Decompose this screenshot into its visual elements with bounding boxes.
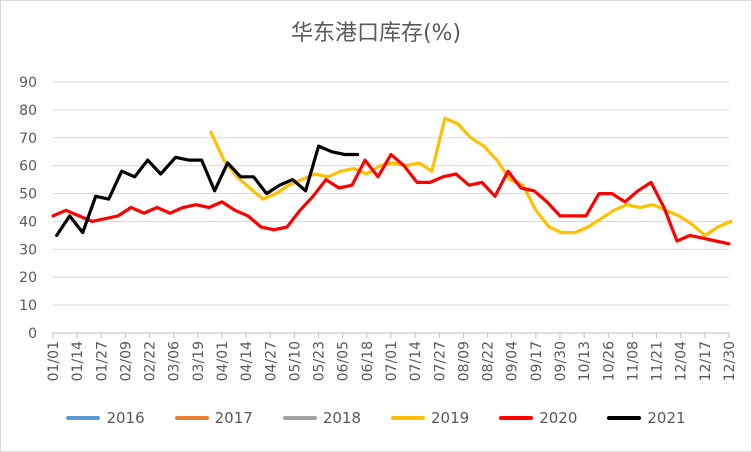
x-tick-label: 12/17 <box>698 341 714 381</box>
legend-label: 2017 <box>214 409 253 427</box>
x-tick-label: 01/01 <box>46 341 62 381</box>
legend-label: 2020 <box>539 409 578 427</box>
x-tick-label: 09/17 <box>529 341 545 381</box>
y-tick-label: 60 <box>19 159 37 175</box>
legend-label: 2018 <box>322 409 361 427</box>
x-tick-label: 07/27 <box>432 341 448 381</box>
x-tick-label: 08/22 <box>481 341 497 381</box>
legend-swatch <box>499 416 534 420</box>
x-tick-label: 11/08 <box>625 341 641 381</box>
x-tick-label: 01/27 <box>94 341 110 381</box>
y-tick-label: 20 <box>19 270 37 286</box>
x-tick-label: 08/09 <box>456 341 472 381</box>
x-tick-label: 04/01 <box>215 341 231 381</box>
legend-item-2021: 2021 <box>607 409 686 427</box>
x-tick-label: 09/30 <box>553 341 569 381</box>
x-tick-label: 04/14 <box>239 341 255 381</box>
series-line-2021 <box>55 144 360 237</box>
x-tick-label: 02/09 <box>118 341 134 381</box>
x-tick-label: 05/10 <box>287 341 303 381</box>
y-tick-label: 30 <box>19 242 37 258</box>
x-tick-label: 12/04 <box>674 341 690 381</box>
legend-swatch <box>174 416 209 420</box>
x-tick-label: 10/13 <box>577 341 593 381</box>
x-tick-label: 07/14 <box>408 341 424 381</box>
x-tick-label: 06/05 <box>336 341 352 381</box>
chart-title: 华东港口库存(%) <box>290 21 462 46</box>
x-tick-label: 09/04 <box>505 341 521 381</box>
y-tick-label: 90 <box>19 75 37 91</box>
legend-swatch <box>66 416 101 420</box>
y-tick-label: 40 <box>19 214 37 230</box>
legend-swatch <box>391 416 425 420</box>
x-tick-label: 06/18 <box>360 341 376 381</box>
y-tick-label: 70 <box>19 131 37 147</box>
x-tick-label: 03/06 <box>167 341 183 381</box>
x-tick-label: 10/26 <box>601 341 617 381</box>
y-tick-label: 50 <box>19 187 37 203</box>
x-tick-label: 12/30 <box>722 341 738 381</box>
x-tick-label: 02/22 <box>143 341 159 381</box>
y-tick-label: 10 <box>19 298 37 314</box>
x-tick-label: 11/21 <box>650 341 666 381</box>
legend-item-2017: 2017 <box>174 409 253 427</box>
legend-label: 2016 <box>106 409 145 427</box>
x-tick-label: 04/27 <box>263 341 279 381</box>
legend-label: 2021 <box>647 409 686 427</box>
x-tick-label: 07/01 <box>384 341 400 381</box>
y-tick-label: 80 <box>19 103 37 119</box>
series-line-2019 <box>209 116 733 237</box>
chart-legend: 2016 2017 2018 2019 2020 2021 <box>1 409 751 427</box>
legend-item-2020: 2020 <box>499 409 577 427</box>
series-line-2020 <box>51 152 731 246</box>
legend-label: 2019 <box>431 409 470 427</box>
y-tick-label: 0 <box>28 326 37 342</box>
legend-item-2018: 2018 <box>282 409 361 427</box>
x-tick-label: 01/14 <box>70 341 86 381</box>
x-tick-label: 03/19 <box>191 341 207 381</box>
legend-swatch <box>607 416 642 420</box>
legend-item-2016: 2016 <box>66 409 145 427</box>
legend-item-2019: 2019 <box>391 409 469 427</box>
x-tick-label: 05/23 <box>312 341 328 381</box>
legend-swatch <box>282 416 317 420</box>
